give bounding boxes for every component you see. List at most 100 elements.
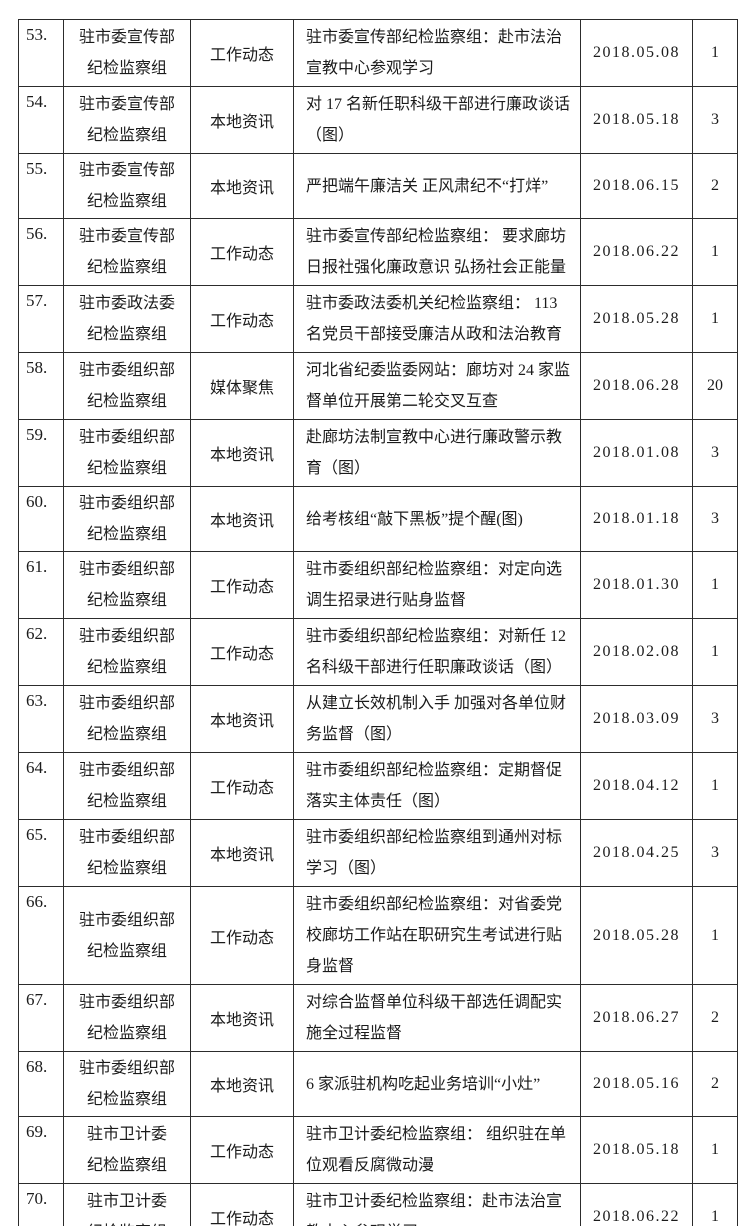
cell-date: 2018.05.16 [580,1051,693,1117]
cell-title: 给考核组“敲下黑板”提个醒(图) [293,486,581,552]
cell-date: 2018.06.27 [580,984,693,1052]
cell-date: 2018.06.22 [580,218,693,286]
cell-row-number: 58. [18,352,64,420]
cell-category: 工作动态 [190,285,294,353]
cell-title: 对 17 名新任职科级干部进行廉政谈话（图） [293,86,581,154]
cell-category: 本地资讯 [190,984,294,1052]
cell-row-number: 54. [18,86,64,154]
cell-category: 工作动态 [190,19,294,87]
table-row: 60. 驻市委组织部 纪检监察组 本地资讯 给考核组“敲下黑板”提个醒(图) 2… [18,486,738,552]
table-row: 68. 驻市委组织部 纪检监察组 本地资讯 6 家派驻机构吃起业务培训“小灶” … [18,1051,738,1117]
cell-count: 2 [692,984,738,1052]
cell-title: 驻市委组织部纪检监察组：对定向选调生招录进行贴身监督 [293,551,581,619]
cell-title: 对综合监督单位科级干部选任调配实施全过程监督 [293,984,581,1052]
cell-row-number: 62. [18,618,64,686]
cell-count: 2 [692,1051,738,1117]
cell-count: 1 [692,218,738,286]
cell-organization: 驻市委政法委 纪检监察组 [63,285,191,353]
cell-title: 驻市委组织部纪检监察组到通州对标学习（图） [293,819,581,887]
cell-row-number: 70. [18,1183,64,1226]
cell-organization: 驻市委组织部 纪检监察组 [63,618,191,686]
cell-count: 1 [692,551,738,619]
cell-title: 严把端午廉洁关 正风肃纪不“打烊” [293,153,581,219]
cell-organization: 驻市委组织部 纪检监察组 [63,752,191,820]
cell-category: 本地资讯 [190,419,294,487]
cell-organization: 驻市委组织部 纪检监察组 [63,886,191,985]
cell-count: 20 [692,352,738,420]
cell-title: 赴廊坊法制宣教中心进行廉政警示教育（图） [293,419,581,487]
cell-date: 2018.04.12 [580,752,693,820]
table-row: 67. 驻市委组织部 纪检监察组 本地资讯 对综合监督单位科级干部选任调配实施全… [18,984,738,1052]
cell-count: 1 [692,886,738,985]
cell-row-number: 61. [18,551,64,619]
cell-organization: 驻市委组织部 纪检监察组 [63,819,191,887]
cell-category: 本地资讯 [190,685,294,753]
cell-category: 本地资讯 [190,86,294,154]
cell-category: 本地资讯 [190,486,294,552]
cell-count: 3 [692,486,738,552]
cell-organization: 驻市卫计委 纪检监察组 [63,1116,191,1184]
cell-date: 2018.06.28 [580,352,693,420]
cell-date: 2018.01.30 [580,551,693,619]
cell-title: 河北省纪委监委网站：廊坊对 24 家监督单位开展第二轮交叉互查 [293,352,581,420]
cell-date: 2018.05.18 [580,1116,693,1184]
cell-count: 1 [692,618,738,686]
cell-category: 本地资讯 [190,153,294,219]
cell-organization: 驻市委宣传部 纪检监察组 [63,86,191,154]
cell-row-number: 59. [18,419,64,487]
cell-organization: 驻市卫计委 纪检监察组 [63,1183,191,1226]
cell-count: 1 [692,19,738,87]
cell-row-number: 69. [18,1116,64,1184]
cell-organization: 驻市委组织部 纪检监察组 [63,486,191,552]
cell-organization: 驻市委组织部 纪检监察组 [63,551,191,619]
table-row: 66. 驻市委组织部 纪检监察组 工作动态 驻市委组织部纪检监察组：对省委党校廊… [18,886,738,985]
cell-organization: 驻市委宣传部 纪检监察组 [63,218,191,286]
table-row: 70. 驻市卫计委 纪检监察组 工作动态 驻市卫计委纪检监察组：赴市法治宣教中心… [18,1183,738,1226]
cell-date: 2018.04.25 [580,819,693,887]
cell-count: 3 [692,685,738,753]
cell-title: 驻市卫计委纪检监察组： 组织驻在单位观看反腐微动漫 [293,1116,581,1184]
cell-row-number: 57. [18,285,64,353]
table-row: 54. 驻市委宣传部 纪检监察组 本地资讯 对 17 名新任职科级干部进行廉政谈… [18,86,738,154]
cell-category: 工作动态 [190,618,294,686]
cell-category: 工作动态 [190,886,294,985]
cell-count: 1 [692,285,738,353]
cell-row-number: 67. [18,984,64,1052]
cell-date: 2018.06.15 [580,153,693,219]
cell-date: 2018.05.18 [580,86,693,154]
cell-count: 1 [692,1183,738,1226]
cell-title: 驻市委宣传部纪检监察组：赴市法治宣教中心参观学习 [293,19,581,87]
cell-row-number: 63. [18,685,64,753]
cell-date: 2018.05.08 [580,19,693,87]
cell-category: 工作动态 [190,1116,294,1184]
cell-category: 媒体聚焦 [190,352,294,420]
cell-row-number: 53. [18,19,64,87]
cell-count: 1 [692,752,738,820]
cell-title: 从建立长效机制入手 加强对各单位财务监督（图） [293,685,581,753]
cell-category: 本地资讯 [190,1051,294,1117]
records-table: 53. 驻市委宣传部 纪检监察组 工作动态 驻市委宣传部纪检监察组：赴市法治宣教… [18,19,738,1226]
cell-category: 工作动态 [190,1183,294,1226]
table-row: 53. 驻市委宣传部 纪检监察组 工作动态 驻市委宣传部纪检监察组：赴市法治宣教… [18,19,738,87]
table-row: 57. 驻市委政法委 纪检监察组 工作动态 驻市委政法委机关纪检监察组： 113… [18,285,738,353]
cell-organization: 驻市委组织部 纪检监察组 [63,419,191,487]
cell-date: 2018.01.18 [580,486,693,552]
cell-organization: 驻市委组织部 纪检监察组 [63,352,191,420]
cell-count: 3 [692,419,738,487]
cell-title: 驻市委政法委机关纪检监察组： 113 名党员干部接受廉洁从政和法治教育 [293,285,581,353]
cell-count: 3 [692,819,738,887]
table-row: 55. 驻市委宣传部 纪检监察组 本地资讯 严把端午廉洁关 正风肃纪不“打烊” … [18,153,738,219]
cell-category: 本地资讯 [190,819,294,887]
cell-row-number: 55. [18,153,64,219]
cell-row-number: 56. [18,218,64,286]
cell-organization: 驻市委宣传部 纪检监察组 [63,153,191,219]
table-row: 58. 驻市委组织部 纪检监察组 媒体聚焦 河北省纪委监委网站：廊坊对 24 家… [18,352,738,420]
cell-organization: 驻市委宣传部 纪检监察组 [63,19,191,87]
cell-date: 2018.05.28 [580,886,693,985]
cell-date: 2018.06.22 [580,1183,693,1226]
cell-date: 2018.01.08 [580,419,693,487]
table-row: 69. 驻市卫计委 纪检监察组 工作动态 驻市卫计委纪检监察组： 组织驻在单位观… [18,1116,738,1184]
table-row: 64. 驻市委组织部 纪检监察组 工作动态 驻市委组织部纪检监察组：定期督促落实… [18,752,738,820]
cell-category: 工作动态 [190,551,294,619]
